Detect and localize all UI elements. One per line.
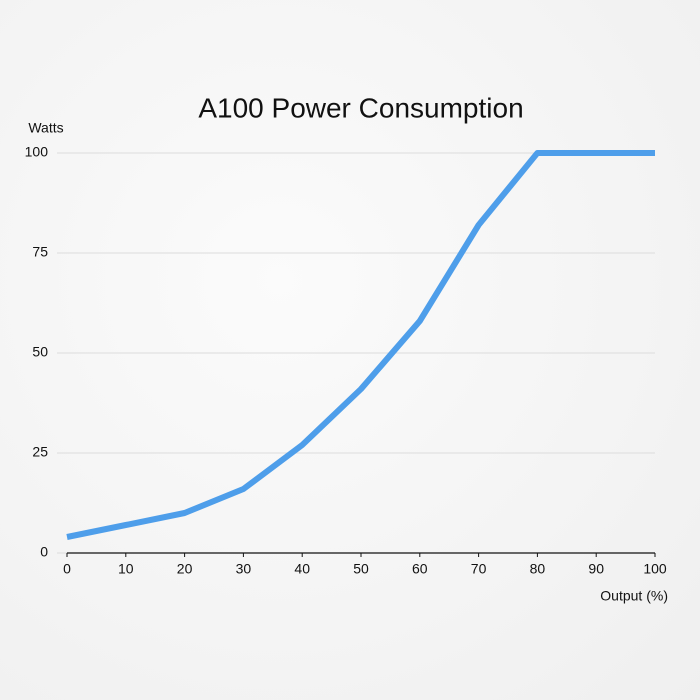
y-tick-label: 50 xyxy=(32,344,48,360)
x-tick-label: 0 xyxy=(63,561,71,577)
y-tick-label: 100 xyxy=(25,144,49,160)
x-tick-label: 30 xyxy=(236,561,252,577)
x-tick-label: 10 xyxy=(118,561,134,577)
x-axis-label: Output (%) xyxy=(600,588,668,604)
x-tick-label: 100 xyxy=(643,561,667,577)
chart-title: A100 Power Consumption xyxy=(198,92,523,123)
x-tick-label: 40 xyxy=(294,561,310,577)
x-tick-label: 20 xyxy=(177,561,193,577)
x-tick-label: 90 xyxy=(588,561,604,577)
y-tick-label: 0 xyxy=(40,544,48,560)
x-tick-label: 60 xyxy=(412,561,428,577)
y-axis-label: Watts xyxy=(28,120,63,136)
x-tick-label: 70 xyxy=(471,561,487,577)
data-line xyxy=(66,150,655,540)
y-tick-label: 75 xyxy=(32,244,48,260)
x-tick-label: 50 xyxy=(353,561,369,577)
y-tick-label: 25 xyxy=(32,444,48,460)
x-tick-label: 80 xyxy=(530,561,546,577)
